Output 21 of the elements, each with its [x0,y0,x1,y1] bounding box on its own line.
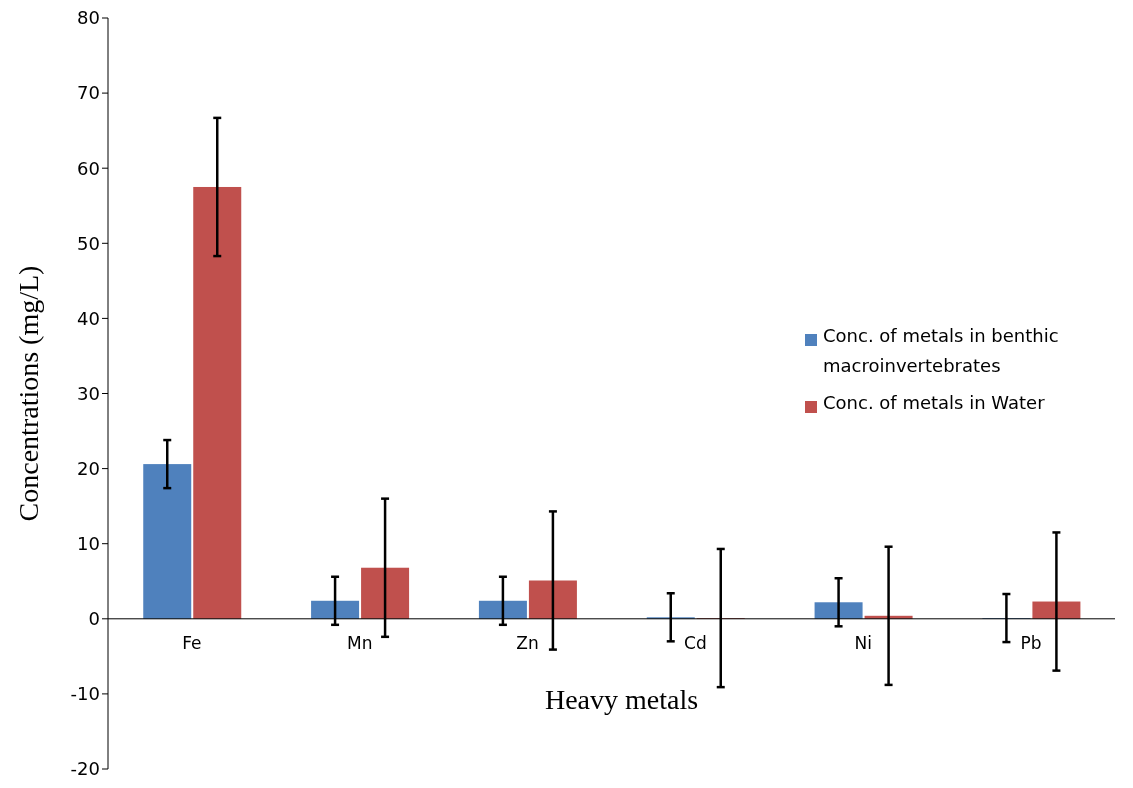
legend-label: Conc. of metals in benthic macroinvertebrates [823,324,1060,378]
x-axis-title: Heavy metals [544,683,699,715]
y-tick-label: 30 [77,382,100,404]
y-tick-label: -10 [70,683,100,705]
x-tick-label: Ni [854,632,872,653]
y-tick-label: 80 [77,7,100,29]
y-tick-label: 20 [77,457,100,479]
x-tick-label: Mn [347,632,373,653]
y-tick-label: 50 [77,232,100,254]
y-axis-title: Concentrations (mg/L) [12,265,44,522]
x-tick-label: Cd [684,632,707,653]
x-tick-label: Zn [516,632,539,653]
y-tick-label: 60 [77,157,100,179]
y-tick-label: 0 [88,608,100,630]
y-tick-label: -20 [70,758,100,780]
legend-label: Conc. of metals in Water [823,391,1045,415]
y-tick-label: 40 [77,307,100,329]
y-tick-label: 70 [77,82,100,104]
x-tick-label: Pb [1020,632,1042,653]
x-tick-label: Fe [182,632,202,653]
y-tick-label: 10 [77,533,100,555]
